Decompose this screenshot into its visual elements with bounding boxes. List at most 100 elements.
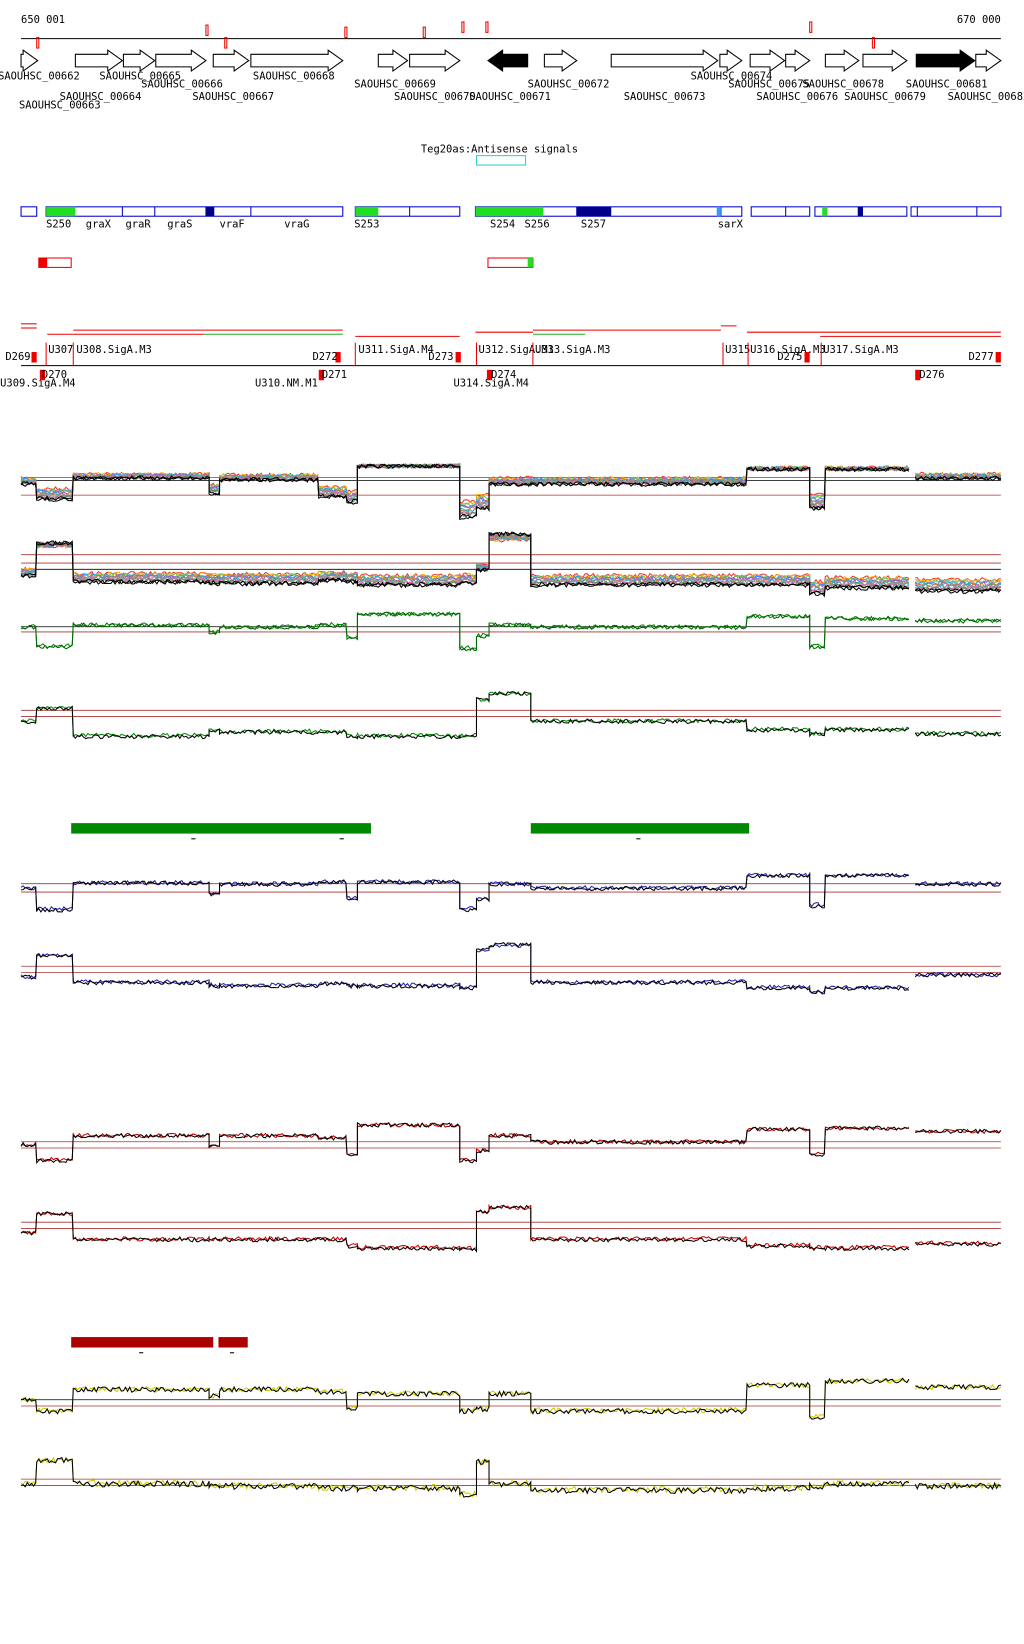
segment-box — [910, 206, 1002, 217]
signal-line — [20, 942, 1001, 994]
gene-arrow — [155, 49, 207, 73]
gene-label: SAOUHSC_00674 — [691, 70, 773, 82]
signal-line — [20, 463, 1002, 518]
signal-line — [20, 533, 1002, 594]
terminator-mark — [39, 369, 46, 381]
antisense-box — [475, 155, 527, 166]
gene-label: SAOUHSC_00678 — [802, 79, 884, 91]
gene-label: SAOUHSC_00670 — [394, 91, 476, 103]
gene-arrow — [377, 49, 409, 73]
segment-fill — [822, 206, 828, 217]
terminator-label: D271 — [322, 369, 347, 381]
signal-line — [20, 535, 1002, 587]
gene-label: SAOUHSC_00672 — [528, 79, 610, 91]
gene-arrow — [862, 49, 908, 73]
signal-line — [20, 690, 1001, 740]
segment-fill — [576, 206, 612, 217]
segment-label: vraG — [284, 219, 309, 231]
segment-label: S250 — [46, 219, 71, 231]
terminator-mark — [335, 352, 341, 363]
region-bar — [71, 823, 371, 834]
region-bar — [218, 1337, 248, 1348]
segment-fill — [857, 206, 863, 217]
gene-arrow — [543, 49, 578, 73]
gene-label: SAOUHSC_00665 — [99, 70, 181, 82]
gene-arrow — [824, 49, 860, 73]
gene-arrow — [212, 49, 250, 73]
axis-end: 670 000 — [957, 14, 1001, 26]
signal-line — [20, 531, 1001, 598]
terminator-label: D276 — [919, 369, 944, 381]
gene-arrow — [487, 49, 529, 73]
segment-label: vraF — [220, 219, 245, 231]
segment-label: S253 — [354, 219, 379, 231]
segment-label: sarX — [718, 219, 744, 231]
signal-line — [20, 1204, 1001, 1254]
gene-label: SAOUHSC_00668 — [253, 70, 335, 82]
axis-marker — [871, 37, 875, 49]
terminator-label: D274 — [491, 369, 516, 381]
axis-marker — [205, 24, 209, 37]
signal-line — [20, 1377, 1002, 1420]
terminator-mark — [804, 352, 810, 363]
gene-label: SAOUHSC_00662 — [0, 70, 80, 82]
segment-box — [750, 206, 811, 217]
gene-arrow — [610, 49, 719, 73]
signal-line — [20, 1456, 1002, 1498]
gene-arrow — [719, 49, 743, 73]
signal-line — [20, 463, 1001, 515]
promoter-label: U308.SigA.M3 — [76, 344, 151, 356]
terminator-label: D275 — [777, 351, 802, 363]
segment-box — [20, 206, 38, 217]
signal-line — [20, 1203, 1002, 1251]
gene-label: SAOUHSC_00675 — [728, 79, 810, 91]
signal-line — [20, 463, 1002, 521]
signal-box — [487, 257, 534, 268]
gene-label: SAOUHSC_00679 — [844, 91, 926, 103]
gene-label: SAOUHSC_00681 — [906, 79, 988, 91]
region-bar — [71, 1337, 214, 1348]
gene-arrow — [20, 49, 39, 73]
signal-line — [21, 1377, 1001, 1420]
promoter-label: U310.NM.M1 — [255, 377, 318, 389]
promoter-label: U317.SigA.M3 — [823, 344, 898, 356]
terminator-label: D270 — [42, 369, 67, 381]
gene-arrow — [409, 49, 461, 73]
gene-arrow — [250, 49, 344, 73]
terminator-mark — [455, 352, 461, 363]
axis-start: 650 001 — [21, 14, 65, 26]
gene-arrow — [122, 49, 156, 73]
gene-arrow — [749, 49, 786, 73]
signal-line — [20, 531, 1002, 596]
signal-line — [20, 1456, 1002, 1498]
gene-label: SAOUHSC_00671 — [469, 91, 551, 103]
segment-label: S256 — [525, 219, 550, 231]
promoter-label: U313.SigA.M3 — [535, 344, 610, 356]
signal-line — [20, 942, 1002, 995]
axis-marker — [485, 21, 489, 33]
promoter-label: U307 — [48, 344, 73, 356]
terminator-label: D273 — [428, 351, 453, 363]
segment-box — [45, 206, 344, 217]
signal-line — [20, 611, 1002, 652]
terminator-label: D272 — [312, 351, 337, 363]
signal-line — [20, 1121, 1002, 1165]
gene-label: SAOUHSC_00663 — [19, 100, 101, 112]
signal-box-fill — [527, 258, 533, 268]
segment-label: S254 — [490, 219, 515, 231]
promoter-label: U311.SigA.M4 — [358, 344, 433, 356]
gene-label: SAOUHSC_00682 — [948, 91, 1024, 103]
gene-arrow — [975, 49, 1002, 73]
promoter-label: U314.SigA.M4 — [454, 377, 529, 389]
gene-label: SAOUHSC_00666 — [141, 79, 223, 91]
gene-label: SAOUHSC_00669 — [354, 79, 436, 91]
gene-label: SAOUHSC_00664 — [60, 91, 142, 103]
segment-fill — [46, 206, 76, 217]
signal-box-fill — [38, 258, 48, 268]
segment-label: graS — [167, 219, 192, 231]
promoter-label: U312.SigA.M3 — [479, 344, 554, 356]
axis-marker — [809, 21, 813, 33]
axis-marker — [461, 21, 465, 33]
